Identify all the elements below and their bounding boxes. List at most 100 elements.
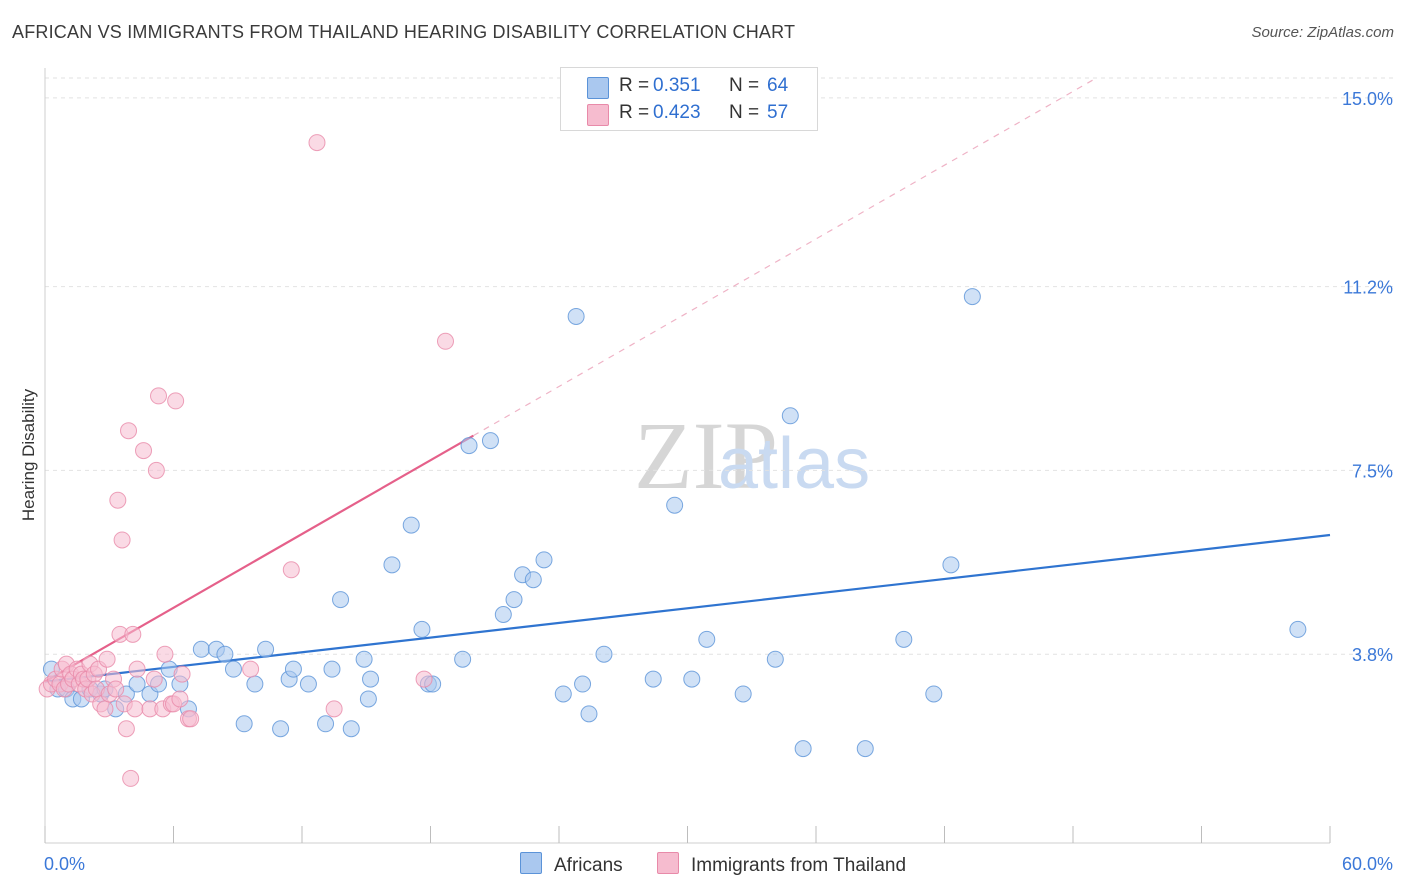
africans-point [383, 556, 401, 574]
thailand-point [96, 700, 114, 718]
thailand-point [113, 531, 131, 549]
africans-point [362, 670, 380, 688]
thailand-point [107, 680, 125, 698]
thailand-point [122, 769, 140, 787]
trend-lines [44, 77, 1331, 683]
africans-point [698, 630, 716, 648]
watermark-zip: ZIP [634, 402, 778, 509]
thailand-point [150, 387, 168, 405]
africans-r-value: 0.351 [653, 75, 701, 96]
thailand-point [145, 670, 163, 688]
x-tick-label-max: 60.0% [1342, 854, 1393, 874]
n-label: N = [729, 75, 760, 96]
thailand-r-value: 0.423 [653, 102, 701, 123]
africans-point [535, 551, 553, 569]
thailand-point [308, 134, 326, 152]
thailand-legend-label: Immigrants from Thailand [691, 855, 907, 876]
thailand-point [173, 665, 191, 683]
africans-point [454, 650, 472, 668]
watermark-atlas: atlas [718, 424, 870, 504]
thailand-n-value: 57 [767, 102, 789, 123]
thailand-point [167, 392, 185, 410]
thailand-point [117, 720, 135, 738]
y-tick-label: 15.0% [1342, 89, 1393, 109]
africans-point [554, 685, 572, 703]
data-points [38, 134, 1307, 787]
thailand-point [128, 660, 146, 678]
thailand-point [242, 660, 260, 678]
africans-legend-swatch [520, 852, 542, 874]
africans-point [794, 740, 812, 758]
r-label: R = [619, 102, 650, 123]
y-tick-label: 11.2% [1343, 278, 1393, 298]
thailand-point [282, 561, 300, 579]
thailand-swatch [587, 104, 609, 126]
africans-point [574, 675, 592, 693]
thailand-point [147, 461, 165, 479]
africans-point [925, 685, 943, 703]
africans-point [781, 407, 799, 425]
africans-point [224, 660, 242, 678]
africans-point [257, 640, 275, 658]
africans-point [402, 516, 420, 534]
africans-n-value: 64 [767, 75, 789, 96]
grid-lines [45, 77, 1395, 655]
y-tick-label: 3.8% [1352, 645, 1393, 665]
thailand-point [156, 645, 174, 663]
thailand-trend-extension [473, 77, 1097, 437]
africans-point [284, 660, 302, 678]
africans-point [895, 630, 913, 648]
thailand-point [436, 332, 454, 350]
africans-point [342, 720, 360, 738]
africans-point [595, 645, 613, 663]
africans-legend-label: Africans [554, 855, 623, 876]
africans-point [734, 685, 752, 703]
africans-swatch [587, 77, 609, 99]
africans-point [942, 556, 960, 574]
africans-point [666, 496, 684, 514]
africans-point [460, 437, 478, 455]
thailand-point [98, 650, 116, 668]
thailand-point [182, 710, 200, 728]
chart-title: AFRICAN VS IMMIGRANTS FROM THAILAND HEAR… [12, 22, 796, 42]
africans-point [567, 307, 585, 325]
stats-legend: R = 0.351 N = 64 R = 0.423 N = 57 [560, 67, 818, 131]
africans-point [1289, 620, 1307, 638]
africans-point [332, 591, 350, 609]
thailand-legend-swatch [657, 852, 679, 874]
thailand-point [120, 422, 138, 440]
africans-point [317, 715, 335, 733]
africans-point [359, 690, 377, 708]
n-label: N = [729, 102, 760, 123]
y-axis-title: Hearing Disability [19, 388, 38, 521]
legend-item-africans: Africans [520, 852, 623, 877]
africans-point [323, 660, 341, 678]
r-label: R = [619, 75, 650, 96]
africans-point [413, 620, 431, 638]
thailand-point [415, 670, 433, 688]
africans-point [524, 571, 542, 589]
y-tick-label: 7.5% [1352, 461, 1393, 481]
axis-labels: 3.8% 7.5% 11.2% 15.0% 0.0% 60.0% Hearing Disab… [19, 89, 1393, 874]
thailand-point [109, 491, 127, 509]
africans-point [580, 705, 598, 723]
x-tick-label-min: 0.0% [44, 854, 85, 874]
africans-point [505, 591, 523, 609]
thailand-point [124, 625, 142, 643]
africans-point [355, 650, 373, 668]
africans-point [766, 650, 784, 668]
africans-trend-line [44, 533, 1331, 683]
africans-point [481, 432, 499, 450]
thailand-point [126, 700, 144, 718]
thailand-point [135, 442, 153, 460]
thailand-point [325, 700, 343, 718]
africans-point [494, 605, 512, 623]
axes [44, 68, 1331, 844]
africans-point [192, 640, 210, 658]
africans-point [216, 645, 234, 663]
africans-point [856, 740, 874, 758]
africans-point [235, 715, 253, 733]
africans-point [644, 670, 662, 688]
africans-point [272, 720, 290, 738]
